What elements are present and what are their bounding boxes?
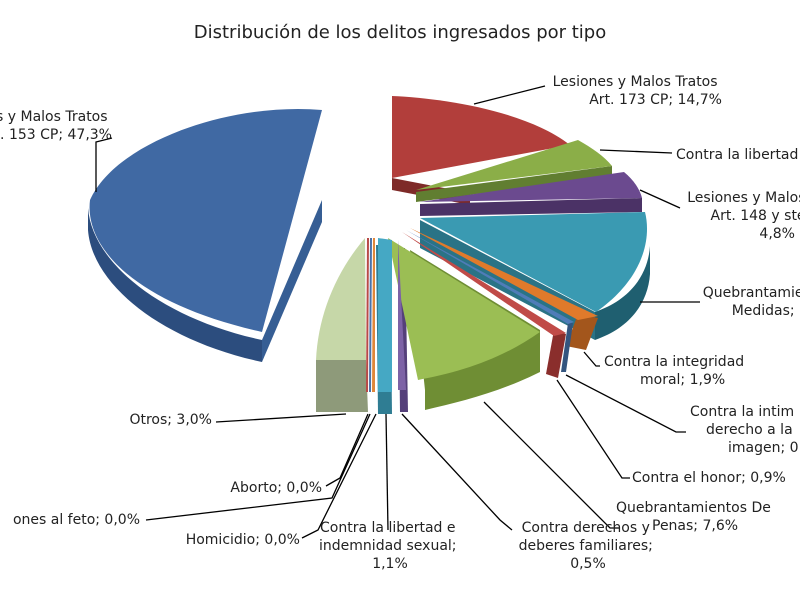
slice-side-3 [420,198,642,216]
leader-9 [401,413,513,531]
slice-side-0 [88,208,262,362]
slice-0 [89,108,322,332]
slice-side-6 [561,323,573,372]
slice-label-3: Lesiones y Malos Art. 148 y ste 4,8% [687,190,800,242]
slice-side-14 [316,360,368,412]
leader-10 [385,413,389,531]
leader-12 [145,413,371,521]
slice-14 [316,238,366,360]
slice-11 [372,238,375,392]
slice-label-6: Contra la intim derecho a la imagen; 0 [690,404,799,456]
slice-label-7: Contra el honor; 0,9% [632,470,786,486]
leader-8 [483,401,620,529]
slice-label-1: Lesiones y Malos Tratos Art. 173 CP; 14,… [553,74,722,108]
slice-label-11: Homicidio; 0,0% [186,532,300,548]
slice-side-0b [262,200,322,362]
slice-6 [406,230,574,324]
leader-7 [556,379,630,479]
slice-label-5: Contra la integridad moral; 1,9% [604,354,749,388]
leader-13 [325,413,369,487]
slice-7 [402,232,566,336]
slice-label-4: Quebrantamie Medidas; 1 [703,285,800,319]
leader-14 [215,413,347,423]
leader-11 [301,413,377,539]
slice-side-2 [416,166,612,202]
leader-0 [95,137,113,192]
leader-5 [583,351,600,367]
leader-3 [639,189,681,209]
slice-side-4 [595,246,650,340]
chart-title: Distribución de los delitos ingresados p… [193,22,607,43]
slice-label-8: Quebrantamientos De Penas; 7,6% [616,500,775,534]
slice-label-0: Lesiones y Malos Tratos Art. 153 CP; 47,… [0,109,112,143]
slice-13 [366,238,369,392]
slice-5 [410,228,598,320]
slice-3 [420,172,642,202]
leader-1 [473,85,546,105]
slice-12 [369,238,372,392]
slice-side-7 [546,330,566,378]
slice-label-2: Contra la libertad [676,147,798,163]
slice-2 [416,140,612,190]
slice-1 [392,96,570,178]
slice-10 [378,238,392,392]
slice-9 [398,240,406,390]
slice-label-12: ones al feto; 0,0% [13,512,140,528]
slice-label-10: Contra la libertad e indemnidad sexual; … [319,520,461,572]
slice-label-9: Contra derechos y deberes familiares; 0,… [519,520,658,572]
slice-4 [420,212,648,312]
slice-label-14: Otros; 3,0% [129,412,212,428]
slice-side-5 [566,314,598,350]
leader-6 [565,374,686,433]
slice-label-13: Aborto; 0,0% [230,480,322,496]
slice-8 [388,238,540,380]
leader-2 [599,149,673,154]
